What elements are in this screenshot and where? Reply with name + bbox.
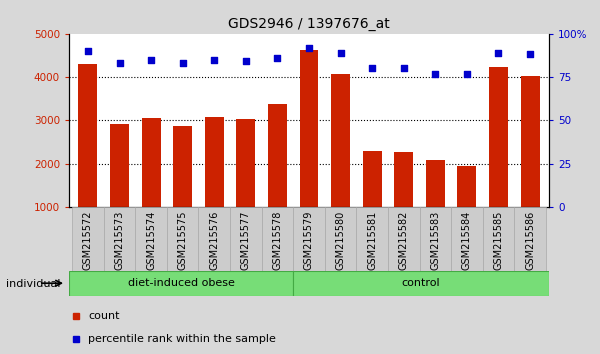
Point (399, 65, 409, 71)
Text: GSM215573: GSM215573 (115, 210, 125, 270)
Point (83, 48, 93, 54)
Text: GSM215580: GSM215580 (335, 210, 346, 269)
Bar (199, 207, 230, 271)
Bar (136, 207, 167, 271)
Text: GSM215581: GSM215581 (367, 210, 377, 269)
Text: GSM215582: GSM215582 (399, 210, 409, 270)
Text: GSM215574: GSM215574 (146, 210, 156, 270)
Bar (167, 207, 199, 271)
Bar (362, 151, 382, 251)
Text: diet-induced obese: diet-induced obese (128, 278, 235, 288)
Bar (356, 207, 388, 271)
Text: GSM215584: GSM215584 (462, 210, 472, 269)
Text: GSM215586: GSM215586 (525, 210, 535, 269)
Point (525, 52, 535, 57)
Text: GSM215585: GSM215585 (493, 210, 503, 270)
Text: control: control (401, 278, 440, 288)
Title: GDS2946 / 1397676_at: GDS2946 / 1397676_at (228, 17, 390, 31)
Bar (110, 124, 129, 251)
Bar (451, 207, 482, 271)
Point (304, 45, 314, 50)
FancyBboxPatch shape (69, 271, 293, 296)
Text: GSM215578: GSM215578 (272, 210, 283, 270)
FancyBboxPatch shape (293, 271, 549, 296)
Point (431, 71, 440, 76)
Bar (482, 207, 514, 271)
Bar (394, 153, 413, 251)
Text: individual: individual (6, 279, 61, 289)
Bar (262, 207, 293, 271)
Bar (230, 207, 262, 271)
Text: percentile rank within the sample: percentile rank within the sample (88, 334, 276, 344)
Text: GSM215575: GSM215575 (178, 210, 188, 270)
Bar (388, 207, 419, 271)
Bar (419, 207, 451, 271)
Point (115, 60, 124, 66)
Point (178, 60, 187, 66)
Text: GSM215577: GSM215577 (241, 210, 251, 270)
Bar (514, 207, 546, 271)
Bar (236, 120, 256, 251)
Bar (293, 207, 325, 271)
Bar (205, 117, 224, 251)
Text: count: count (88, 311, 120, 321)
Bar (104, 207, 136, 271)
Bar (72, 207, 104, 271)
Bar (521, 76, 539, 251)
Point (272, 55, 282, 61)
Bar (426, 160, 445, 251)
Point (241, 58, 251, 64)
Bar (325, 207, 356, 271)
Bar (457, 166, 476, 251)
Point (336, 50, 346, 56)
Bar (299, 50, 319, 251)
Text: GSM215576: GSM215576 (209, 210, 219, 270)
Text: GSM215583: GSM215583 (430, 210, 440, 269)
Bar (489, 67, 508, 251)
Point (367, 65, 377, 71)
Bar (268, 104, 287, 251)
Bar (142, 118, 161, 251)
Point (494, 50, 503, 56)
Text: GSM215572: GSM215572 (83, 210, 93, 270)
Point (146, 57, 156, 62)
Bar (173, 126, 192, 251)
Point (462, 71, 472, 76)
Bar (79, 64, 97, 251)
Point (209, 57, 219, 62)
Bar (331, 74, 350, 251)
Text: GSM215579: GSM215579 (304, 210, 314, 270)
